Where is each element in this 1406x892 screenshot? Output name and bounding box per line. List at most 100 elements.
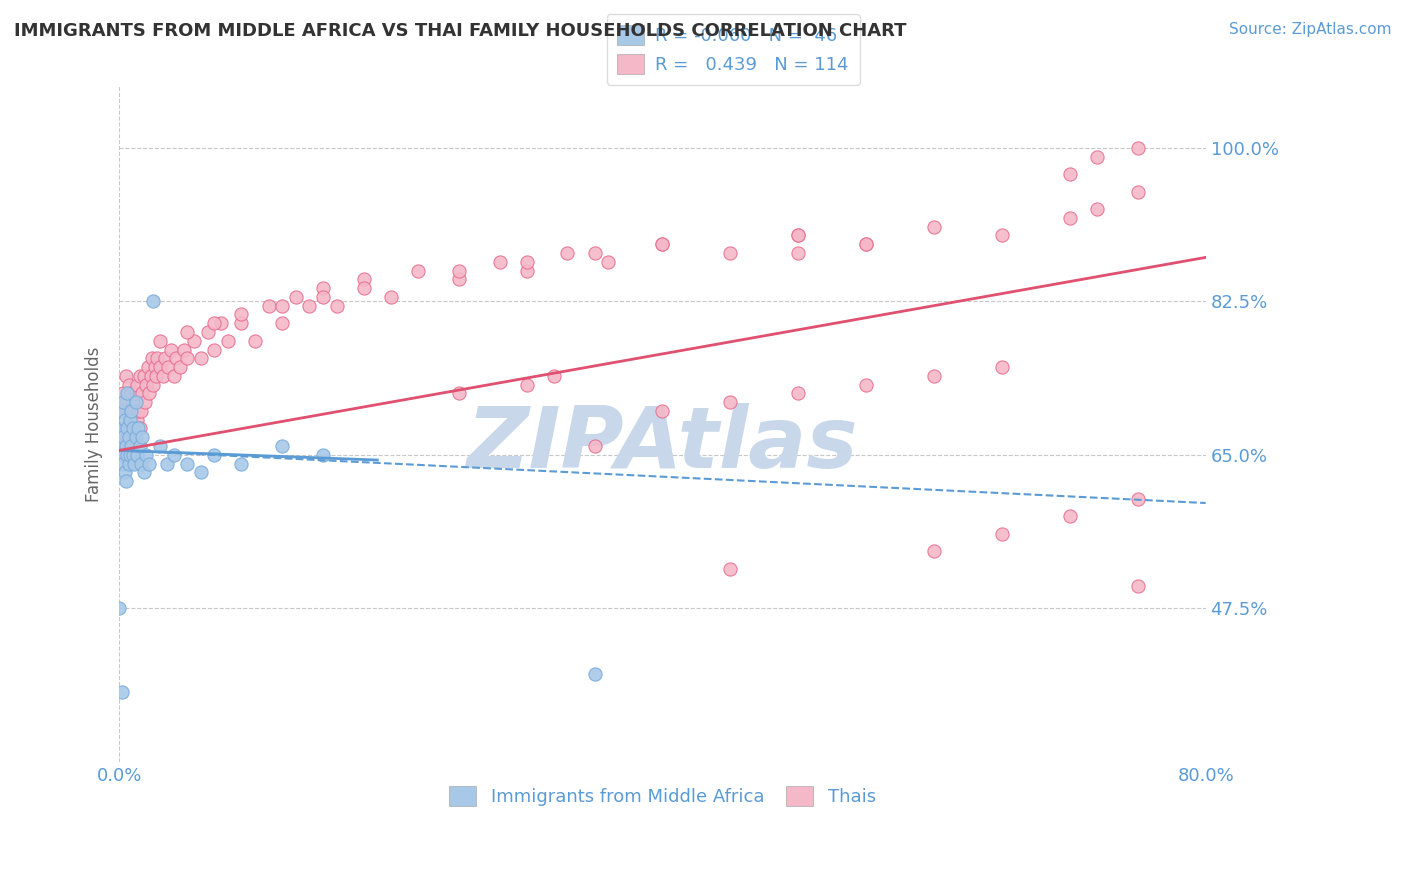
Point [120,448,142,462]
Point [190,465,212,479]
Point [121,439,143,453]
Point [231,307,253,321]
Point [991,526,1014,541]
Point [173,343,195,357]
Point [991,359,1014,374]
Point [447,263,470,277]
Point [271,316,294,330]
Point [125,448,148,462]
Point [131,430,153,444]
Point [855,237,877,252]
Point [162,448,184,462]
Point [1126,579,1149,593]
Point [176,457,198,471]
Point [135,448,157,462]
Point [598,254,620,268]
Point [156,457,179,471]
Point [165,351,187,366]
Point [117,448,139,462]
Point [651,237,673,252]
Point [118,377,141,392]
Point [118,457,141,471]
Point [110,430,132,444]
Point [118,430,141,444]
Point [115,439,138,453]
Point [447,386,470,401]
Point [312,290,335,304]
Point [160,343,183,357]
Point [112,430,135,444]
Point [134,395,156,409]
Legend: Immigrants from Middle Africa, Thais: Immigrants from Middle Africa, Thais [441,780,883,814]
Point [1059,509,1081,524]
Point [111,448,134,462]
Point [111,404,134,418]
Point [516,377,538,392]
Point [120,412,142,426]
Point [353,272,375,286]
Point [1126,185,1149,199]
Point [121,430,143,444]
Point [1085,202,1108,216]
Point [543,368,565,383]
Point [131,386,153,401]
Point [298,299,321,313]
Point [142,294,165,309]
Point [855,377,877,392]
Point [1126,491,1149,506]
Text: IMMIGRANTS FROM MIDDLE AFRICA VS THAI FAMILY HOUSEHOLDS CORRELATION CHART: IMMIGRANTS FROM MIDDLE AFRICA VS THAI FA… [14,22,907,40]
Point [325,299,347,313]
Point [190,351,212,366]
Point [183,334,205,348]
Point [143,359,166,374]
Point [139,368,162,383]
Point [141,351,163,366]
Point [1126,141,1149,155]
Point [488,254,510,268]
Point [162,368,184,383]
Point [121,412,143,426]
Point [1059,211,1081,225]
Point [129,404,152,418]
Point [115,474,138,488]
Point [145,368,167,383]
Point [202,316,225,330]
Point [124,395,146,409]
Point [111,421,134,435]
Point [122,404,145,418]
Point [149,334,172,348]
Point [118,421,141,435]
Point [128,439,150,453]
Point [718,395,741,409]
Point [128,368,150,383]
Point [117,386,139,401]
Point [155,351,177,366]
Point [112,395,135,409]
Point [149,439,172,453]
Point [583,667,606,681]
Point [124,386,146,401]
Point [112,457,135,471]
Point [121,404,143,418]
Point [146,351,169,366]
Point [120,404,142,418]
Point [1085,149,1108,163]
Point [108,601,131,615]
Point [135,377,157,392]
Point [125,377,148,392]
Point [114,448,136,462]
Point [312,448,335,462]
Text: Source: ZipAtlas.com: Source: ZipAtlas.com [1229,22,1392,37]
Point [557,246,579,260]
Point [121,448,143,462]
Point [127,421,149,435]
Point [1059,167,1081,181]
Point [583,246,606,260]
Point [129,457,152,471]
Point [231,316,253,330]
Y-axis label: Family Households: Family Households [86,346,103,502]
Point [138,386,160,401]
Point [138,457,160,471]
Point [169,359,191,374]
Point [121,421,143,435]
